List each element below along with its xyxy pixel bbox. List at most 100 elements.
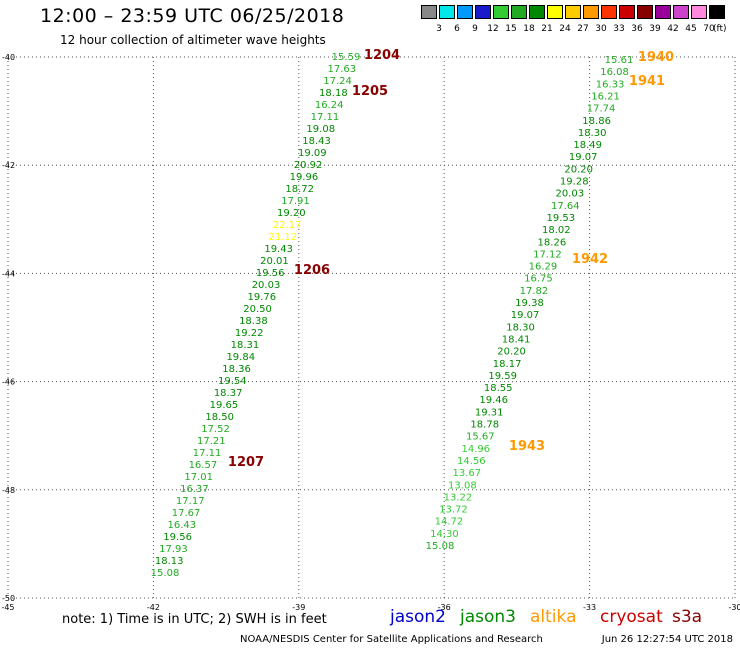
wave-height-value: 18.41 xyxy=(502,334,531,345)
subtitle: 12 hour collection of altimeter wave hei… xyxy=(60,33,326,47)
longitude-label: -36 xyxy=(438,603,451,612)
wave-height-value: 18.13 xyxy=(155,556,184,567)
wave-height-value: 18.30 xyxy=(506,322,535,333)
color-swatch xyxy=(529,5,545,19)
color-scale-label: 15 xyxy=(505,24,517,34)
wave-height-value: 19.31 xyxy=(475,407,504,418)
wave-height-value: 18.72 xyxy=(285,184,314,195)
latitude-label: -40 xyxy=(2,53,15,62)
color-scale-label: 45 xyxy=(685,24,697,34)
color-scale-label: 24 xyxy=(559,24,571,34)
wave-height-value: 14.96 xyxy=(461,444,490,455)
wave-height-value: 17.17 xyxy=(176,496,205,507)
wave-height-value: 18.31 xyxy=(231,340,260,351)
wave-height-value: 16.43 xyxy=(168,520,197,531)
wave-height-value: 19.46 xyxy=(479,395,508,406)
pass-time-label: 1943 xyxy=(509,439,545,454)
color-swatch xyxy=(673,5,689,19)
wave-height-value: 19.22 xyxy=(235,328,264,339)
satellite-legend-jason3: jason3 xyxy=(460,607,516,627)
wave-height-value: 18.36 xyxy=(222,364,251,375)
wave-height-value: 13.08 xyxy=(448,480,477,491)
longitude-label: -45 xyxy=(1,603,14,612)
pass-time-label: 1941 xyxy=(629,74,665,89)
wave-height-value: 17.91 xyxy=(281,196,310,207)
color-scale-label: 18 xyxy=(523,24,535,34)
wave-height-value: 21.12 xyxy=(269,232,298,243)
latitude-label: -48 xyxy=(2,486,15,495)
satellite-legend-cryosat: cryosat xyxy=(600,607,663,627)
latitude-label: -44 xyxy=(2,269,15,278)
wave-height-value: 13.72 xyxy=(439,505,468,516)
wave-height-value: 15.08 xyxy=(426,541,455,552)
satellite-legend-altika: altika xyxy=(530,607,577,627)
wave-height-value: 17.93 xyxy=(159,544,188,555)
wave-height-value: 15.67 xyxy=(466,432,495,443)
wave-height-value: 19.28 xyxy=(560,177,589,188)
color-swatch xyxy=(511,5,527,19)
wave-height-value: 19.96 xyxy=(290,172,319,183)
wave-height-value: 19.56 xyxy=(163,532,192,543)
footer: NOAA/NESDIS Center for Satellite Applica… xyxy=(240,634,735,645)
color-scale-label: 3 xyxy=(436,24,442,34)
wave-height-value: 19.56 xyxy=(256,268,285,279)
wave-height-value: 16.29 xyxy=(529,262,558,273)
wave-height-value: 17.63 xyxy=(327,64,356,75)
color-scale-label: 12 xyxy=(487,24,499,34)
pass-time-label: 1207 xyxy=(228,455,264,470)
wave-height-value: 18.78 xyxy=(470,420,499,431)
pass-labels: 1204 1205 1206 1207 1940 1941 1942 1943 xyxy=(228,48,674,470)
wave-height-value: 17.12 xyxy=(533,249,562,260)
timestamp-text: Jun 26 12:27:54 UTC 2018 xyxy=(601,634,733,645)
longitude-label: -42 xyxy=(147,603,160,612)
pass-time-label: 1204 xyxy=(364,48,400,63)
color-scale-label: 30 xyxy=(595,24,607,34)
wave-height-value: 18.38 xyxy=(239,316,268,327)
wave-height-value: 18.30 xyxy=(578,128,607,139)
color-scale-label: 70 xyxy=(703,24,715,34)
wave-height-value: 17.11 xyxy=(193,448,222,459)
wave-height-value: 18.18 xyxy=(319,88,348,99)
page-title: 12:00 – 23:59 UTC 06/25/2018 xyxy=(40,5,345,27)
color-swatch xyxy=(547,5,563,19)
wave-height-value: 18.26 xyxy=(538,237,567,248)
color-swatch xyxy=(565,5,581,19)
color-swatch xyxy=(439,5,455,19)
color-swatch xyxy=(637,5,653,19)
pass-time-label: 1206 xyxy=(294,263,330,278)
wave-height-value: 17.64 xyxy=(551,201,580,212)
wave-height-value: 19.84 xyxy=(226,352,255,363)
wave-height-value: 17.52 xyxy=(201,424,230,435)
longitude-label: -33 xyxy=(583,603,596,612)
wave-height-value: 17.01 xyxy=(184,472,213,483)
wave-height-value: 16.37 xyxy=(180,484,209,495)
wave-height-value: 17.11 xyxy=(311,112,340,123)
color-swatch xyxy=(583,5,599,19)
color-swatch xyxy=(709,5,725,19)
wave-height-value: 16.75 xyxy=(524,274,553,285)
wave-height-value: 19.38 xyxy=(515,298,544,309)
wave-height-value: 20.03 xyxy=(555,189,584,200)
latitude-label: -46 xyxy=(2,378,15,387)
wave-height-value: 18.55 xyxy=(484,383,513,394)
wave-height-value: 15.61 xyxy=(605,55,634,66)
wave-height-value: 17.21 xyxy=(197,436,226,447)
color-swatch xyxy=(475,5,491,19)
wave-height-value: 20.50 xyxy=(243,304,272,315)
wave-height-value: 14.72 xyxy=(435,517,464,528)
footnote: note: 1) Time is in UTC; 2) SWH is in fe… xyxy=(62,612,327,627)
wave-height-value: 14.56 xyxy=(457,456,486,467)
color-scale-label: 27 xyxy=(577,24,589,34)
wave-height-value: 20.20 xyxy=(564,164,593,175)
color-swatch xyxy=(691,5,707,19)
color-swatch xyxy=(619,5,635,19)
pass-time-label: 1205 xyxy=(352,84,388,99)
pass-time-label: 1940 xyxy=(638,50,674,65)
wave-height-value: 18.50 xyxy=(205,412,234,423)
wave-height-value: 20.01 xyxy=(260,256,289,267)
wave-height-value: 20.92 xyxy=(294,160,323,171)
wave-height-value: 16.24 xyxy=(315,100,344,111)
color-scale-unit: (ft) xyxy=(713,24,727,34)
wave-height-value: 18.43 xyxy=(302,136,331,147)
